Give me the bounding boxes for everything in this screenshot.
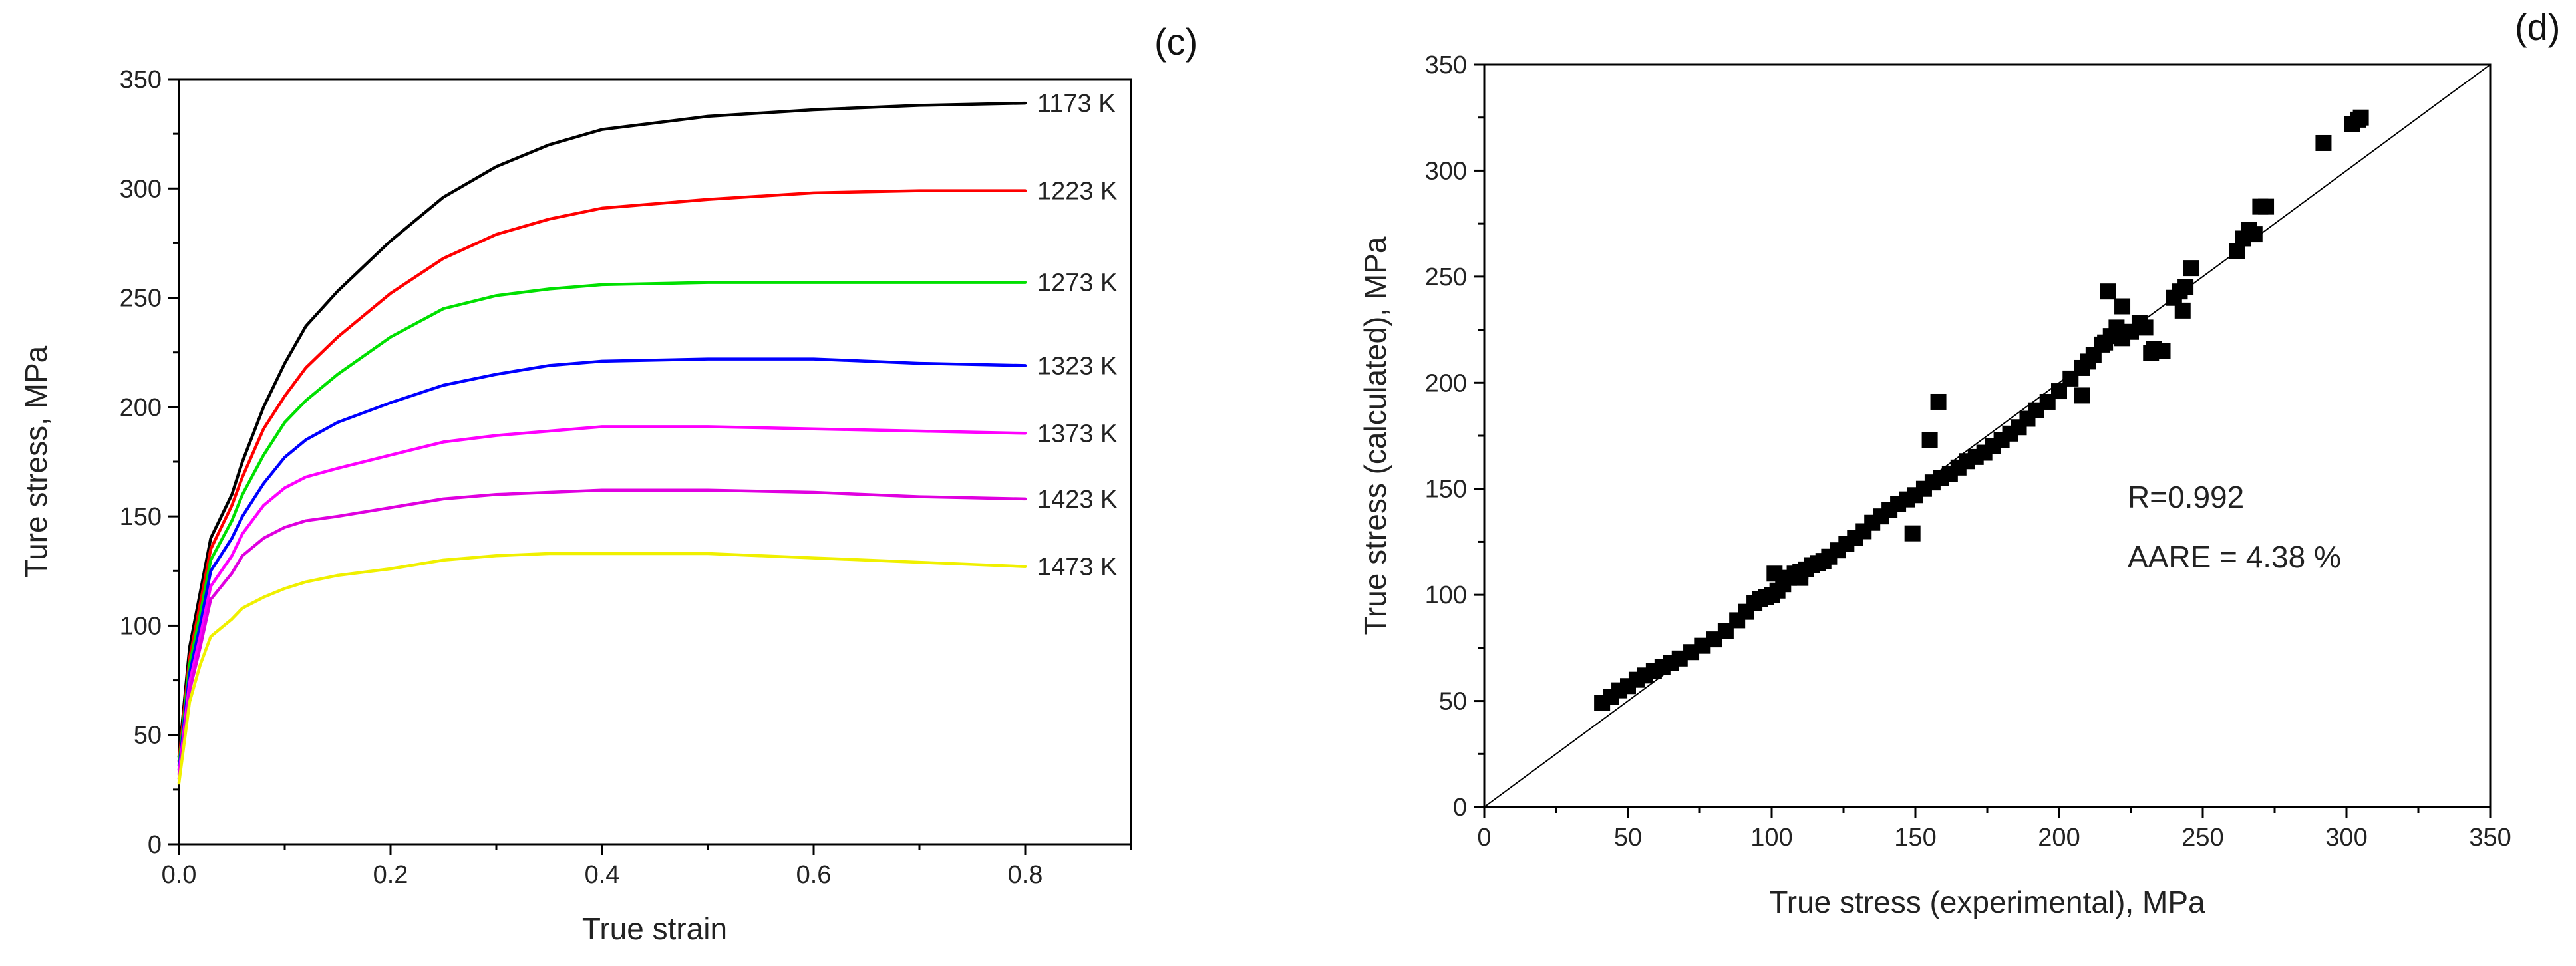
panel-d-scatter-point <box>2352 109 2369 126</box>
panel-c-label: (c) <box>1154 21 1198 63</box>
panel-d-scatter-point <box>2074 387 2090 404</box>
panel-d-scatter-point <box>2137 319 2154 336</box>
panel-d-x-tick-label: 250 <box>2181 824 2223 852</box>
panel-d-y-tick-label: 100 <box>1425 581 1467 609</box>
panel-c-y-tick-label: 50 <box>134 722 162 750</box>
panel-d-scatter-point <box>2315 134 2332 151</box>
panel-d-scatter-point <box>2246 226 2263 243</box>
panel-d-points-layer <box>1594 109 2369 711</box>
panel-c-x-axis-title: True strain <box>582 911 727 946</box>
panel-c-series-line-1423k <box>177 488 1027 780</box>
panel-d-y-tick-label: 350 <box>1425 51 1467 79</box>
panel-d-x-tick-label: 200 <box>2038 824 2080 852</box>
panel-d-x-axis: 0 50 100 150 200 250 300 350 <box>1477 807 2511 852</box>
panel-d-scatter-point <box>2097 334 2114 351</box>
panel-d-x-tick-label: 150 <box>1894 824 1936 852</box>
panel-c-series-line-1473k <box>177 552 1027 785</box>
panel-c-y-tick-label: 350 <box>120 66 162 94</box>
panel-d-y-axis: 0 50 100 150 200 250 300 350 <box>1425 51 1484 822</box>
panel-c-curve-label: 1323 K <box>1037 352 1117 380</box>
panel-c-curve-labels: 1173 K 1223 K 1273 K 1323 K 1373 K 1423 K 1473… <box>1037 90 1117 581</box>
panel-c-x-tick-label: 0.4 <box>585 861 620 889</box>
panel-c-stress-strain-chart: 0 50 100 150 200 250 300 350 0.0 0.2 0.4 0.6 0.8 11… <box>19 21 1198 946</box>
panel-c-curve-label: 1373 K <box>1037 420 1117 448</box>
panel-d-y-tick-label: 300 <box>1425 157 1467 185</box>
panel-d-y-axis-title: True stress (calculated), MPa <box>1358 236 1392 635</box>
panel-c-x-axis: 0.0 0.2 0.4 0.6 0.8 <box>162 844 1132 889</box>
panel-d-label: (d) <box>2515 6 2560 48</box>
panel-d-scatter-point <box>2114 298 2131 315</box>
panel-c-series-line-1323k <box>177 357 1027 772</box>
panel-c-series-line-1373k <box>177 425 1027 776</box>
panel-c-y-tick-label: 150 <box>120 503 162 531</box>
panel-c-y-tick-label: 200 <box>120 394 162 422</box>
panel-d-scatter-point <box>2258 198 2275 215</box>
panel-d-scatter-point <box>2177 279 2194 295</box>
panel-d-y-tick-label: 200 <box>1425 369 1467 397</box>
panel-d-x-tick-label: 100 <box>1750 824 1792 852</box>
panel-c-y-tick-label: 300 <box>120 175 162 203</box>
panel-c-x-tick-label: 0.0 <box>162 861 197 889</box>
panel-d-y-tick-label: 150 <box>1425 476 1467 504</box>
panel-d-scatter-point <box>1904 525 1921 542</box>
panel-c-y-tick-label: 100 <box>120 612 162 640</box>
panel-c-y-axis-title: Ture stress, MPa <box>19 345 53 577</box>
panel-d-x-tick-label: 350 <box>2469 824 2511 852</box>
panel-d-annotation-aare: AARE = 4.38 % <box>2128 540 2341 574</box>
panel-c-x-tick-label: 0.2 <box>373 861 408 889</box>
panel-c-x-tick-label: 0.6 <box>796 861 832 889</box>
panel-d-scatter-point <box>2174 302 2191 319</box>
panel-c-series-line-1223k <box>177 189 1027 763</box>
panel-d-y-tick-label: 0 <box>1453 794 1467 822</box>
panel-d-y-tick-label: 50 <box>1439 688 1467 716</box>
panel-d-x-axis-title: True stress (experimental), MPa <box>1769 885 2205 919</box>
panel-c-y-axis: 0 50 100 150 200 250 300 350 <box>120 66 179 859</box>
panel-d-parity-chart: 0 50 100 150 200 250 300 350 0 50 100 150 200 250 300… <box>1358 6 2560 919</box>
panel-d-scatter-point <box>1930 393 1947 410</box>
panel-d-annotation-r: R=0.992 <box>2128 480 2244 514</box>
panel-c-curve-label: 1473 K <box>1037 554 1117 581</box>
panel-d-scatter-point <box>1792 569 1809 586</box>
panel-d-x-tick-label: 50 <box>1614 824 1642 852</box>
panel-c-y-tick-label: 250 <box>120 285 162 313</box>
panel-c-curve-label: 1273 K <box>1037 269 1117 297</box>
panel-d-scatter-point <box>2143 345 2160 361</box>
panel-c-series-layer <box>177 101 1027 785</box>
panel-d-scatter-point <box>1921 432 1938 448</box>
panel-c-series-line-1173k <box>177 101 1027 758</box>
panel-d-x-tick-label: 300 <box>2325 824 2367 852</box>
panel-d-x-tick-label: 0 <box>1477 824 1491 852</box>
panel-c-curve-label: 1423 K <box>1037 486 1117 514</box>
panel-c-curve-label: 1223 K <box>1037 178 1117 206</box>
panel-d-scatter-point <box>2100 283 2116 300</box>
panel-d-scatter-point <box>1766 565 1783 582</box>
panel-c-curve-label: 1173 K <box>1037 90 1116 118</box>
panel-c-x-tick-label: 0.8 <box>1008 861 1043 889</box>
panel-c-series-line-1273k <box>177 281 1027 767</box>
panel-c-y-tick-label: 0 <box>148 831 162 859</box>
panel-d-scatter-point <box>2183 260 2199 277</box>
panel-d-y-tick-label: 250 <box>1425 263 1467 291</box>
